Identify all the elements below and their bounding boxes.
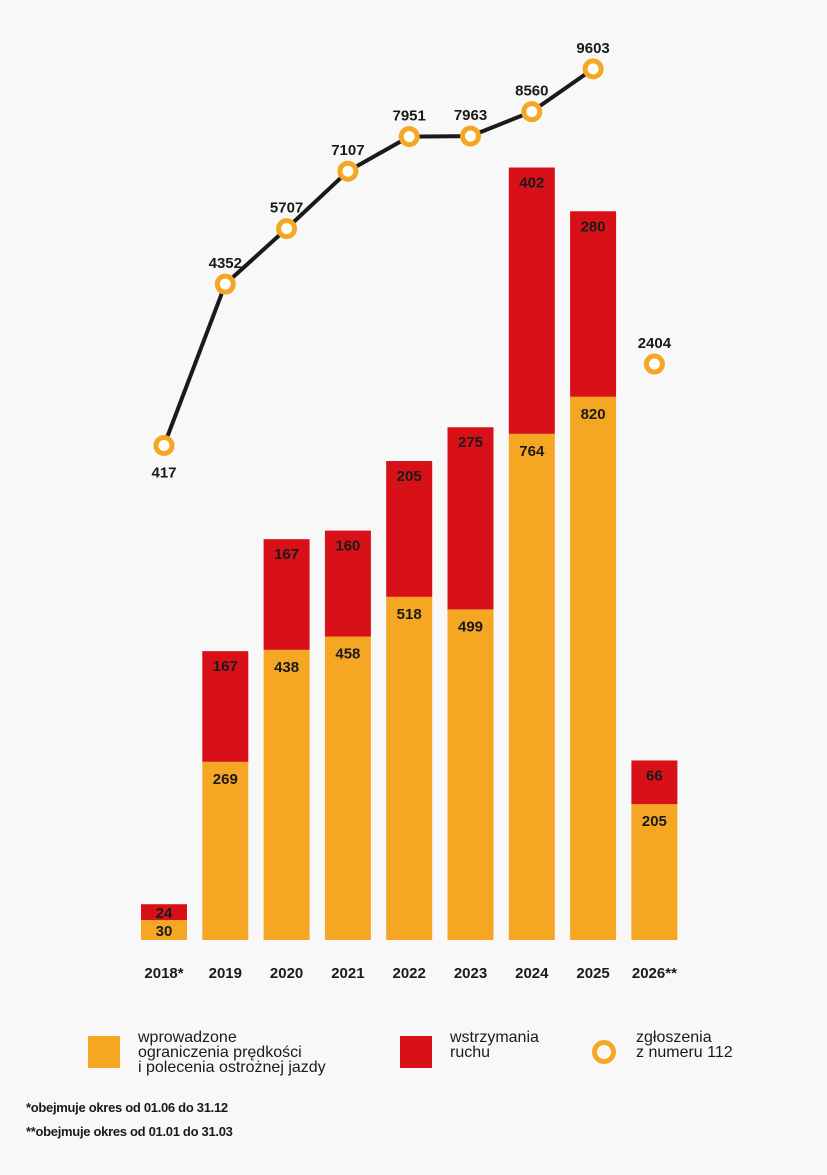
x-tick-6: 2024 [515, 965, 549, 982]
bar-orange-0 [141, 920, 187, 940]
bar-orange-5 [447, 609, 494, 940]
bar-red-7 [570, 211, 617, 397]
line-point-8 [643, 353, 665, 375]
line-label-7: 9603 [576, 40, 609, 57]
bar-orange-label-6: 764 [519, 443, 545, 460]
x-tick-2: 2020 [270, 965, 303, 982]
bar-red-5 [447, 427, 494, 610]
legend-swatch-red [400, 1036, 432, 1068]
bar-red-3 [324, 530, 371, 637]
bar-orange-label-0: 30 [156, 923, 173, 940]
bar-orange-label-7: 820 [581, 406, 606, 423]
bar-orange-4 [386, 596, 433, 940]
line-label-4: 7951 [393, 108, 426, 125]
line-112-calls [162, 67, 595, 447]
x-tick-3: 2021 [331, 965, 364, 982]
legend-item-traffic-stops: wstrzymania ruchu [400, 1030, 539, 1068]
bar-red-label-3: 160 [335, 538, 360, 555]
line-label-5: 7963 [454, 107, 487, 124]
bar-orange-8 [631, 804, 678, 940]
bar-orange-6 [508, 433, 555, 940]
bar-orange-label-2: 438 [274, 659, 299, 676]
bar-red-2 [263, 539, 310, 650]
footnote-2026: **obejmuje okres od 01.01 do 31.03 [26, 1124, 233, 1139]
line-label-2: 5707 [270, 200, 303, 217]
bar-orange-label-5: 499 [458, 618, 483, 635]
x-tick-1: 2019 [209, 965, 242, 982]
bar-red-8 [631, 760, 678, 805]
bar-orange-label-8: 205 [642, 813, 667, 830]
bar-red-label-6: 402 [519, 175, 544, 192]
line-label-0: 417 [151, 465, 176, 482]
line-point-3 [337, 160, 359, 182]
bar-red-label-5: 275 [458, 434, 483, 451]
bar-red-label-0: 24 [156, 905, 173, 922]
legend: wprowadzone ograniczenia prędkości i pol… [0, 1030, 827, 1090]
bar-orange-label-4: 518 [397, 606, 422, 623]
line-label-6: 8560 [515, 83, 548, 100]
legend-label-speed-limits: wprowadzone ograniczenia prędkości i pol… [138, 1029, 326, 1076]
line-point-6 [521, 101, 543, 123]
line-label-8: 2404 [638, 335, 672, 352]
bar-orange-label-1: 269 [213, 771, 238, 788]
bar-orange-1 [202, 761, 249, 940]
legend-swatch-orange [88, 1036, 120, 1068]
bar-red-6 [508, 167, 555, 434]
legend-item-112-calls: zgłoszenia z numeru 112 [592, 1030, 733, 1064]
bar-orange-3 [324, 636, 371, 940]
bar-red-label-7: 280 [581, 218, 606, 235]
line-label-3: 7107 [331, 142, 364, 159]
x-tick-0: 2018* [144, 965, 183, 982]
footnote-2018: *obejmuje okres od 01.06 do 31.12 [26, 1100, 228, 1115]
legend-label-traffic-stops: wstrzymania ruchu [450, 1029, 539, 1061]
line-point-4 [398, 126, 420, 148]
legend-ring-icon [592, 1040, 616, 1064]
legend-label-112-calls: zgłoszenia z numeru 112 [636, 1029, 733, 1061]
bar-red-4 [386, 461, 433, 597]
x-tick-8: 2026** [632, 965, 677, 982]
bar-red-1 [202, 651, 249, 762]
bar-red-label-8: 66 [646, 767, 663, 784]
line-point-2 [276, 218, 298, 240]
bar-orange-label-3: 458 [335, 646, 360, 663]
legend-item-speed-limits: wprowadzone ograniczenia prędkości i pol… [88, 1029, 326, 1076]
bar-red-label-2: 167 [274, 546, 299, 563]
line-point-1 [214, 273, 236, 295]
x-tick-4: 2022 [393, 965, 426, 982]
line-point-7 [582, 58, 604, 80]
bar-red-label-4: 205 [397, 468, 422, 485]
line-point-0 [153, 435, 175, 457]
line-point-5 [460, 125, 481, 147]
line-label-1: 4352 [209, 255, 242, 272]
x-tick-7: 2025 [576, 965, 609, 982]
bar-red-0 [141, 904, 187, 921]
bar-orange-7 [570, 396, 617, 940]
bar-red-label-1: 167 [213, 658, 238, 675]
bar-orange-2 [263, 649, 310, 940]
x-tick-5: 2023 [454, 965, 487, 982]
